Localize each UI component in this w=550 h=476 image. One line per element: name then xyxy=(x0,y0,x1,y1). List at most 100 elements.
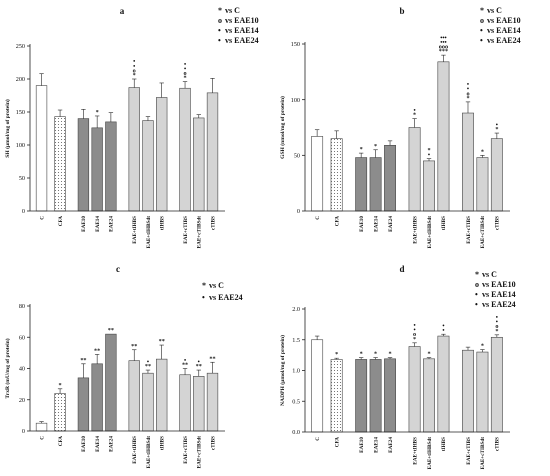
significance-mark: ** xyxy=(94,347,100,354)
legend-marker: * xyxy=(480,6,484,15)
bar-EAE+cTIBS xyxy=(462,112,474,212)
significance-mark: o xyxy=(413,331,416,338)
y-axis-label: TrxR (mU/mg of protein) xyxy=(4,338,11,398)
bar-EAE+tIHBSdt xyxy=(142,372,154,432)
significance-mark: * xyxy=(427,351,430,358)
x-tick-label: EAE+tIHBS xyxy=(132,216,138,244)
significance-mark: ** xyxy=(196,363,202,370)
significance-mark: o xyxy=(495,323,498,330)
y-axis-label: NADPH (µmol/mg of protein) xyxy=(279,335,286,406)
y-tick-label: 50 xyxy=(19,175,25,182)
y-tick-label: 2.0 xyxy=(292,306,300,313)
significance-mark: * xyxy=(413,112,416,119)
y-tick-label: 150 xyxy=(291,41,300,48)
significance-mark: ** xyxy=(182,362,188,369)
x-tick-label: C xyxy=(39,216,45,220)
legend-marker: * xyxy=(218,6,222,15)
legend-label: vs EAE24 xyxy=(225,36,259,45)
bar-EAE+cTIBSdt xyxy=(476,351,489,433)
significance-mark: • xyxy=(147,358,149,365)
x-tick-label: C xyxy=(315,216,321,220)
bar-C xyxy=(311,136,324,212)
significance-mark: * xyxy=(360,146,363,153)
bar-EAE+cTIBSdt xyxy=(476,157,489,212)
legend-marker: o xyxy=(475,280,479,289)
x-tick-label: EAE24 xyxy=(388,437,394,453)
legend-marker: o xyxy=(218,16,222,25)
x-tick-label: EAE+cTIBS xyxy=(183,216,189,244)
significance-mark: • xyxy=(184,61,186,68)
bar-EAE24 xyxy=(105,333,117,432)
significance-mark: • xyxy=(133,58,135,65)
bar-EAE+cTIBS xyxy=(179,374,191,432)
y-tick-label: 80 xyxy=(19,303,25,310)
significance-mark: o xyxy=(133,67,136,74)
bar-CFA xyxy=(54,116,66,212)
bar-cTIBS xyxy=(490,336,503,433)
x-tick-label: CFA xyxy=(58,436,64,447)
y-tick-label: 200 xyxy=(16,76,25,83)
bar-EAE10 xyxy=(355,359,368,433)
bar-EAE+cTIBSdt xyxy=(193,376,205,432)
significance-mark: * xyxy=(388,351,391,358)
significance-mark: ** xyxy=(108,327,114,334)
bar-EAE+tIHBS xyxy=(408,346,421,433)
significance-mark: • xyxy=(198,358,200,365)
legend-marker: • xyxy=(218,26,221,35)
y-tick-label: 20 xyxy=(19,397,25,404)
bar-tIHBS xyxy=(156,358,168,432)
significance-mark: * xyxy=(481,343,484,350)
significance-mark: • xyxy=(413,107,415,114)
legend-marker: o xyxy=(480,16,484,25)
significance-mark: • xyxy=(413,327,415,334)
bar-CFA xyxy=(330,359,343,433)
x-tick-label: CFA xyxy=(334,216,340,227)
bar-EAE+tIHBSdt xyxy=(142,120,154,212)
x-tick-label: EAE+cTIBS xyxy=(466,216,472,244)
x-tick-label: EAE+tIHBSdt xyxy=(146,436,152,469)
x-tick-label: EAE10 xyxy=(81,216,87,232)
x-tick-label: C xyxy=(315,437,321,441)
significance-mark: • xyxy=(496,319,498,326)
significance-mark: • xyxy=(467,81,469,88)
y-axis-label: SH (µmol/mg of protein) xyxy=(4,99,11,158)
significance-mark: • xyxy=(442,323,444,330)
bar-EAE+cTIBSdt xyxy=(193,117,205,212)
x-tick-label: EAE+tIHBS xyxy=(412,437,418,465)
significance-mark: *** xyxy=(439,48,448,55)
bar-tIHBS xyxy=(156,97,168,212)
y-tick-label: 40 xyxy=(19,366,25,373)
y-tick-label: 250 xyxy=(16,43,25,50)
bar-EAE10 xyxy=(77,118,90,212)
y-tick-label: 0.5 xyxy=(292,398,300,405)
legend-marker: • xyxy=(475,300,478,309)
y-tick-label: 60 xyxy=(19,334,25,341)
panel-label: a xyxy=(120,6,125,16)
x-tick-label: EAE+cTIBSdt xyxy=(197,216,203,249)
legend-label: vs EAE10 xyxy=(482,280,516,289)
x-tick-label: tIHBS xyxy=(159,436,165,450)
significance-mark: • xyxy=(133,63,135,70)
x-tick-label: C xyxy=(39,436,45,440)
legend-label: vs EAE14 xyxy=(487,26,521,35)
x-tick-label: CFA xyxy=(58,216,64,227)
x-tick-label: EAE+tIHBSdt xyxy=(146,216,152,249)
significance-mark: o xyxy=(183,70,186,77)
significance-mark: * xyxy=(466,95,469,102)
x-tick-label: tIHBS xyxy=(441,216,447,230)
significance-mark: • xyxy=(442,327,444,334)
x-tick-label: EAE+cTIBS xyxy=(183,436,189,464)
y-tick-label: 0 xyxy=(22,208,25,215)
legend-label: vs EAE10 xyxy=(225,16,259,25)
legend-marker: * xyxy=(475,270,479,279)
x-tick-label: cTIBS xyxy=(210,436,216,450)
bar-EAE+cTIBS xyxy=(179,87,191,212)
legend-label: vs EAE14 xyxy=(225,26,259,35)
x-tick-label: tIHBS xyxy=(159,216,165,230)
significance-mark: • xyxy=(184,357,186,364)
legend-label: vs EAE14 xyxy=(482,290,516,299)
bar-CFA xyxy=(330,138,343,212)
y-tick-label: 100 xyxy=(291,97,300,104)
